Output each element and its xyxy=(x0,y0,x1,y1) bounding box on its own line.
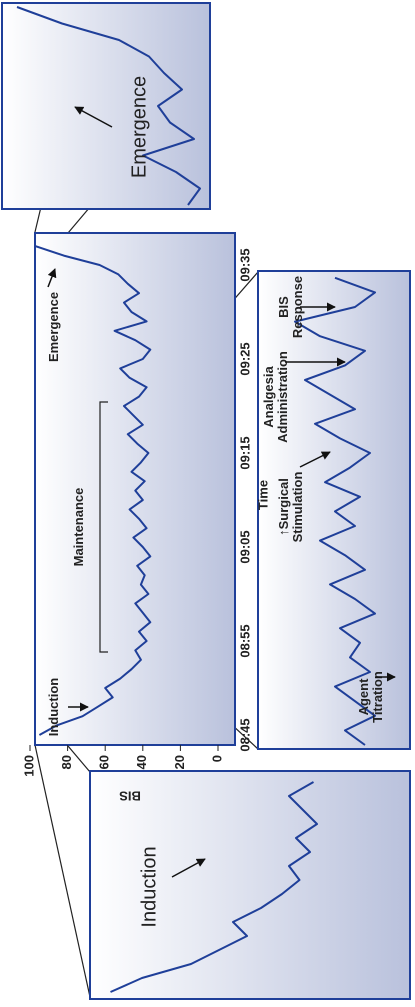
zoom-panel xyxy=(89,770,411,1000)
x-tick-label: 08:45 xyxy=(237,718,252,751)
annotation-line: Maintenance xyxy=(71,488,86,567)
y-tick-label: 100 xyxy=(21,755,36,777)
annotation: Induction xyxy=(138,846,160,927)
annotation-line: Agent xyxy=(356,678,371,716)
annotation-line: BIS xyxy=(276,296,291,318)
y-tick-label: 60 xyxy=(97,755,112,769)
annotation-line: ↑Surgical xyxy=(276,478,291,536)
annotation-line: Response xyxy=(290,276,305,338)
annotation-line: Induction xyxy=(46,678,61,737)
annotation: AgentTitration xyxy=(356,671,385,723)
annotation: ↑SurgicalStimulation xyxy=(276,472,305,543)
annotation: Emergence xyxy=(46,292,61,362)
y-axis-label: BIS xyxy=(119,789,141,804)
annotation: Induction xyxy=(46,678,61,737)
arrow xyxy=(47,268,57,288)
y-tick-label: 40 xyxy=(134,755,149,769)
main-panel xyxy=(34,232,236,746)
y-tick-label: 80 xyxy=(59,755,74,769)
annotation-line: Administration xyxy=(275,351,290,443)
annotation: Maintenance xyxy=(71,488,86,567)
annotation: BISResponse xyxy=(276,276,305,338)
x-axis-label: Time xyxy=(255,480,270,510)
zoom-line xyxy=(294,276,376,746)
annotation-line: Stimulation xyxy=(290,472,305,543)
x-tick-label: 09:15 xyxy=(237,436,252,469)
annotation: AnalgesiaAdministration xyxy=(261,351,290,443)
annotation: Emergence xyxy=(128,76,150,178)
y-tick-label: 20 xyxy=(172,755,187,769)
zoom-panel xyxy=(1,2,211,210)
zoom-panel xyxy=(257,270,411,750)
zoom-line xyxy=(110,781,318,993)
x-tick-label: 09:25 xyxy=(237,342,252,375)
annotation-line: Titration xyxy=(370,671,385,723)
arrow xyxy=(171,858,206,878)
y-tick-label: 0 xyxy=(209,755,224,762)
x-tick-label: 09:35 xyxy=(237,248,252,281)
x-tick-label: 09:05 xyxy=(237,530,252,563)
zoom-line xyxy=(16,6,201,206)
bracket xyxy=(99,401,108,653)
x-tick-label: 08:55 xyxy=(237,624,252,657)
annotation-line: Emergence xyxy=(46,292,61,362)
bis-line xyxy=(35,245,152,736)
arrow xyxy=(299,451,331,468)
annotation-line: Analgesia xyxy=(261,366,276,428)
arrow xyxy=(74,106,113,128)
